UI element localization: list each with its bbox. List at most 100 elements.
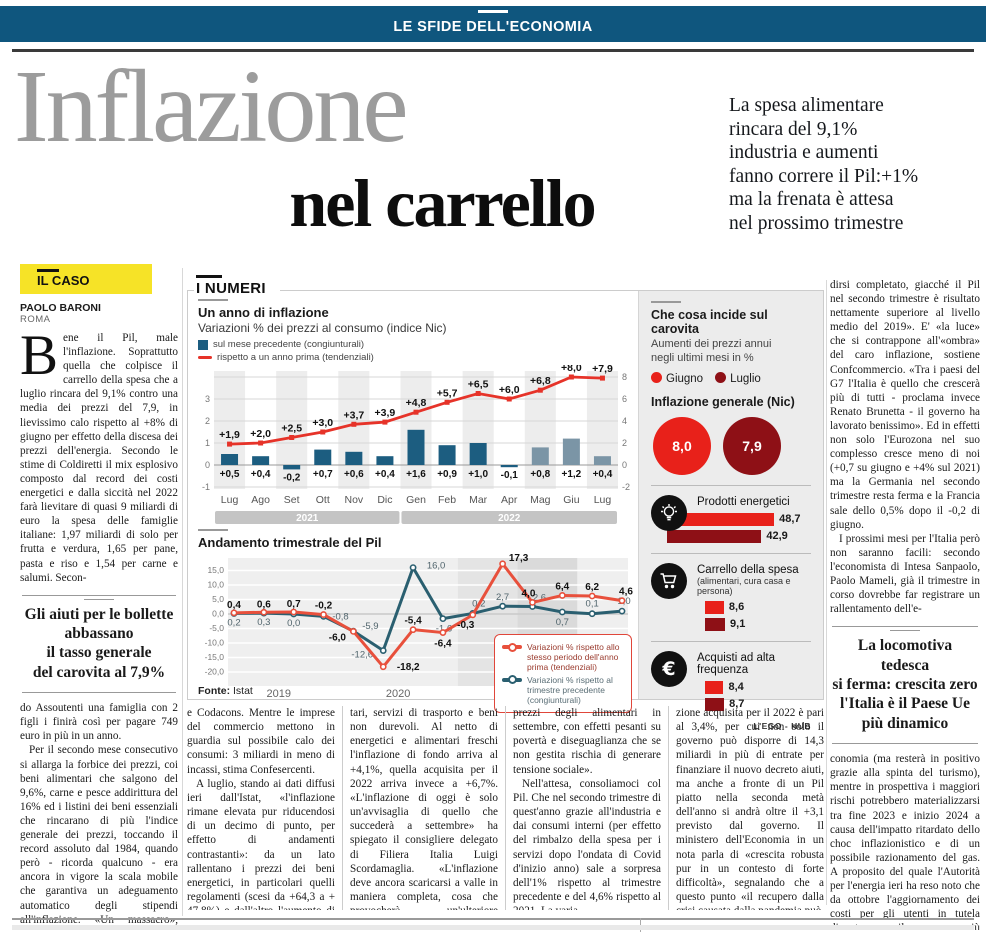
- value-bar: [705, 680, 724, 694]
- svg-text:+0,4: +0,4: [375, 469, 395, 480]
- svg-text:Apr: Apr: [501, 494, 518, 506]
- svg-text:4: 4: [622, 416, 627, 426]
- inflation-chart: 8 6 4 2 0 -2 3 2 1 0 -1 +0,5 +0,4 -0,2 +0,7 +0,6 +0,4 +1,…: [202, 365, 630, 524]
- chart-title: Andamento trimestrale del Pil: [198, 535, 382, 550]
- svg-text:0: 0: [205, 460, 210, 470]
- charts-area: Un anno di inflazione Variazioni % dei p…: [188, 291, 638, 714]
- svg-text:0,0: 0,0: [212, 609, 224, 619]
- svg-text:6,4: 6,4: [555, 581, 569, 592]
- svg-text:-1: -1: [202, 482, 210, 492]
- svg-text:+0,7: +0,7: [313, 469, 333, 480]
- legend-label: rispetto a un anno prima (tendenziali): [217, 352, 374, 363]
- line-swatch-icon: [198, 356, 212, 359]
- svg-text:16,0: 16,0: [427, 561, 446, 572]
- chart-title: Un anno di inflazione: [198, 305, 329, 320]
- row-subtitle: (alimentari, cura casa e persona): [697, 575, 791, 596]
- legend-label: Variazioni % rispetto allo stesso period…: [527, 642, 620, 673]
- svg-text:-5,4: -5,4: [404, 616, 422, 627]
- svg-text:+0,5: +0,5: [220, 469, 240, 480]
- svg-text:+1,6: +1,6: [406, 469, 426, 480]
- panel-subtitle: Aumenti dei prezzi annui negli ultimi me…: [651, 338, 772, 364]
- divider: [651, 484, 811, 486]
- legend-label: Luglio: [730, 372, 761, 385]
- label-text: I NUMERI: [196, 280, 266, 297]
- svg-text:2022: 2022: [498, 513, 521, 524]
- svg-text:Mar: Mar: [469, 494, 488, 506]
- paragraph: prezzi degli alimentari in settembre, co…: [513, 707, 661, 776]
- svg-text:-10,0: -10,0: [205, 638, 225, 648]
- svg-text:17,3: 17,3: [509, 553, 529, 564]
- paragraph: conomia (ma resterà in positivo grazie a…: [830, 753, 980, 930]
- svg-text:0,7: 0,7: [556, 617, 569, 628]
- inflation-chart-legend: sul mese precedente (congiunturali) rispe…: [198, 339, 634, 363]
- section-tag: IL CASO: [20, 264, 152, 294]
- svg-text:Set: Set: [284, 494, 300, 506]
- svg-text:+8,0: +8,0: [561, 365, 582, 374]
- right-article-column: dirsi completato, giacché il Pil nel sec…: [830, 278, 980, 930]
- section-banner: LE SFIDE DELL'ECONOMIA: [0, 6, 986, 42]
- svg-text:2: 2: [622, 438, 627, 448]
- paragraph: A luglio, stando ai dati diffusi ieri da…: [187, 777, 335, 910]
- pull-quote: La locomotiva tedesca si ferma: crescita…: [832, 626, 978, 745]
- svg-text:+7,9: +7,9: [592, 365, 613, 375]
- bar-value: 48,7: [779, 513, 801, 525]
- value-bar: [667, 529, 762, 543]
- row-title: Acquisti ad alta frequenza: [697, 651, 775, 676]
- panel-dash: [651, 301, 681, 303]
- dateline: ROMA: [20, 314, 51, 325]
- svg-text:-12,6: -12,6: [351, 650, 373, 661]
- source-label: Fonte:: [198, 685, 231, 697]
- svg-text:+6,5: +6,5: [468, 379, 489, 391]
- svg-text:0,2: 0,2: [227, 617, 240, 628]
- row-bars: 48,7 42,9: [667, 512, 811, 543]
- svg-text:+5,7: +5,7: [437, 387, 458, 399]
- article-column: zione acquisita per il 2022 è pari al 3,…: [668, 706, 824, 910]
- svg-text:-6,0: -6,0: [329, 632, 347, 643]
- svg-text:2019: 2019: [267, 688, 291, 700]
- svg-text:0,3: 0,3: [257, 617, 270, 628]
- svg-text:0,4: 0,4: [227, 600, 241, 611]
- standfirst: La spesa alimentare rincara del 9,1% ind…: [729, 95, 919, 234]
- value-bar: [705, 600, 724, 614]
- infographic-label: I NUMERI: [194, 273, 280, 299]
- svg-text:6: 6: [622, 394, 627, 404]
- tag-dash: [37, 269, 59, 272]
- paragraph-text: ene il Pil, male l'inflazione. Soprattut…: [20, 332, 178, 584]
- svg-text:-5,9: -5,9: [362, 621, 378, 632]
- svg-text:-1,6: -1,6: [436, 624, 452, 635]
- svg-text:Ott: Ott: [316, 494, 330, 506]
- svg-text:+2,5: +2,5: [281, 423, 302, 435]
- article-column: prezzi degli alimentari in settembre, co…: [505, 706, 661, 910]
- row-title: Carrello della spesa: [697, 563, 799, 576]
- svg-text:2021: 2021: [296, 513, 319, 524]
- bar-swatch-icon: [198, 339, 208, 350]
- bar-value: 8,4: [728, 681, 744, 693]
- paragraph: do Assoutenti una famiglia con 2 figli i…: [20, 702, 178, 743]
- svg-text:6,2: 6,2: [585, 582, 599, 593]
- svg-text:3: 3: [205, 394, 210, 404]
- panel-legend: Giugno Luglio: [651, 371, 811, 385]
- svg-text:0: 0: [622, 460, 627, 470]
- svg-text:-0,3: -0,3: [457, 620, 475, 631]
- header-dash: [198, 299, 228, 301]
- inflation-circles: 8,0 7,9: [653, 416, 811, 475]
- svg-text:4,0: 4,0: [522, 588, 536, 599]
- banner-dash: [478, 10, 508, 13]
- svg-text:-0,2: -0,2: [315, 601, 333, 612]
- svg-text:-15,0: -15,0: [205, 652, 225, 662]
- svg-text:-18,2: -18,2: [397, 662, 420, 673]
- paragraph: Per il secondo mese consecutivo si allar…: [20, 744, 178, 930]
- footer-cut-text: [12, 925, 974, 930]
- svg-text:+1,9: +1,9: [219, 429, 240, 441]
- value-bar: [705, 617, 726, 631]
- legend-label: Variazioni % rispetto al trimestre prece…: [527, 674, 613, 705]
- dot-icon: [651, 371, 662, 383]
- header-dash: [198, 529, 228, 531]
- paragraph: e Codacons. Mentre le imprese del commer…: [187, 707, 335, 776]
- legend-item: Variazioni % rispetto allo stesso period…: [502, 642, 624, 673]
- gdp-chart-header: Andamento trimestrale del Pil: [198, 529, 634, 550]
- line-marker-icon: [502, 642, 522, 652]
- paragraph: zione acquisita per il 2022 è pari al 3,…: [676, 707, 824, 910]
